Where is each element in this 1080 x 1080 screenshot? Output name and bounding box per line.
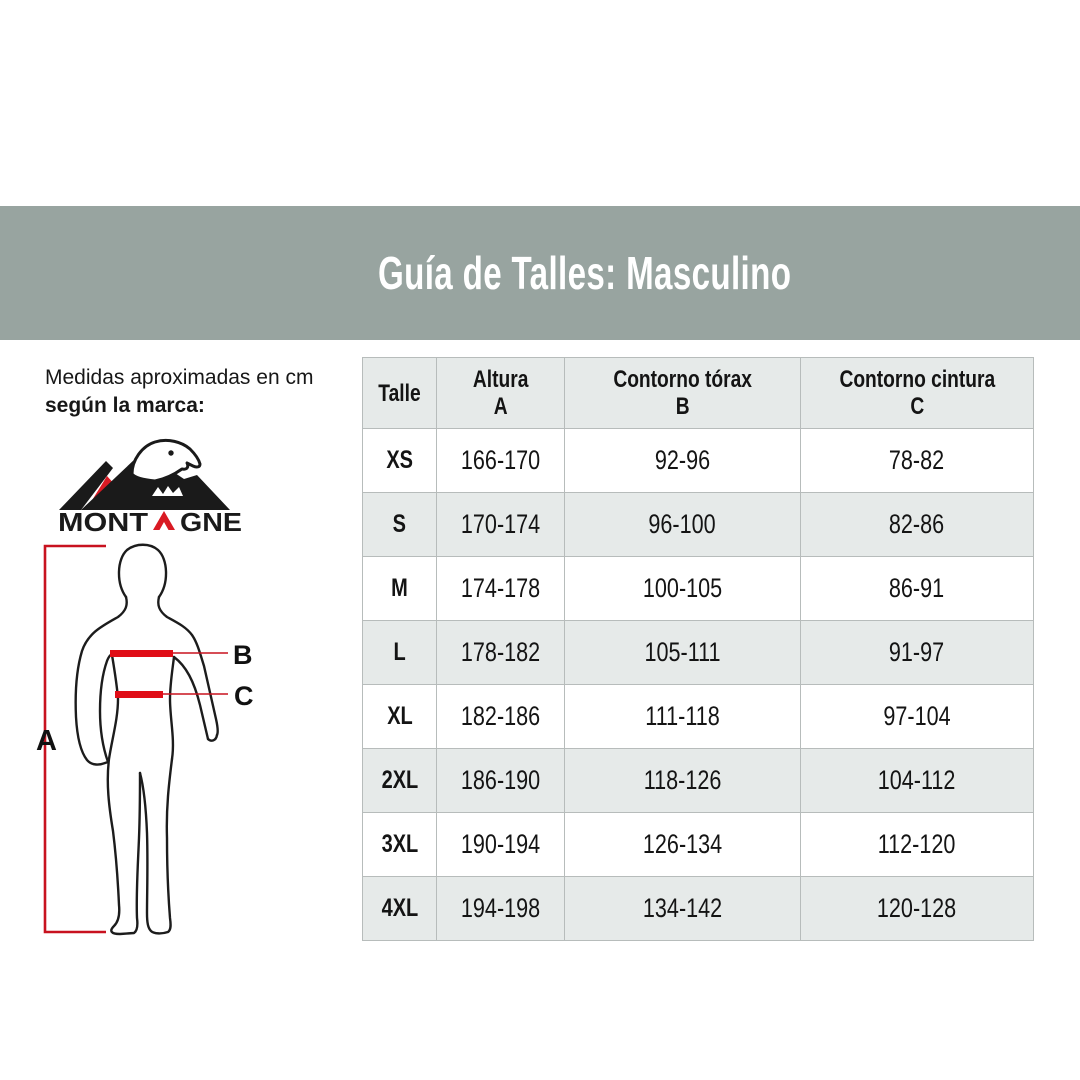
note-line-1: Medidas aproximadas en cm: [45, 366, 314, 389]
col-header-altura: Altura A: [436, 357, 565, 429]
cintura-value: 82-86: [800, 492, 1034, 557]
size-label: L: [362, 620, 437, 685]
wordmark-right: GNE: [180, 507, 242, 534]
altura-value: 174-178: [436, 556, 565, 621]
table-row-2xl: 2XL 186-190 118-126 104-112: [362, 748, 1034, 813]
cintura-value: 91-97: [800, 620, 1034, 685]
cintura-value: 120-128: [800, 876, 1034, 941]
label-C: C: [234, 681, 254, 711]
size-label: S: [362, 492, 437, 557]
size-label: 4XL: [362, 876, 437, 941]
altura-value: 186-190: [436, 748, 565, 813]
measurement-note: Medidas aproximadas en cm según la marca…: [45, 364, 313, 420]
torax-value: 118-126: [564, 748, 801, 813]
cintura-value: 86-91: [800, 556, 1034, 621]
size-table: Talle Altura A Contorno tórax B Contorno c…: [362, 357, 1034, 941]
table-row-l: L 178-182 105-111 91-97: [362, 620, 1034, 685]
label-B: B: [233, 640, 253, 670]
table-row-xs: XS 166-170 92-96 78-82: [362, 428, 1034, 493]
table-row-s: S 170-174 96-100 82-86: [362, 492, 1034, 557]
altura-value: 190-194: [436, 812, 565, 877]
header-row: Talle Altura A Contorno tórax B Contorno c…: [362, 357, 1034, 429]
mountain-eagle-icon: MONT GNE: [58, 438, 242, 537]
page-title: Guía de Talles: Masculino: [377, 247, 792, 299]
size-label: 3XL: [362, 812, 437, 877]
height-bracket: [43, 544, 106, 934]
cintura-value: 112-120: [800, 812, 1034, 877]
table-row-xl: XL 182-186 111-118 97-104: [362, 684, 1034, 749]
note-line-2: según la marca:: [45, 394, 205, 417]
wordmark-left: MONT: [58, 507, 148, 534]
eagle-eye: [168, 450, 174, 456]
title-banner: Guía de Talles: Masculino: [0, 206, 1080, 340]
torax-value: 134-142: [564, 876, 801, 941]
size-label: XL: [362, 684, 437, 749]
altura-value: 170-174: [436, 492, 565, 557]
chest-bar: [110, 650, 173, 657]
body-diagram: A B C: [30, 533, 290, 945]
label-A: A: [36, 725, 57, 757]
altura-value: 166-170: [436, 428, 565, 493]
torax-value: 100-105: [564, 556, 801, 621]
cintura-value: 104-112: [800, 748, 1034, 813]
col-header-cintura: Contorno cintura C: [800, 357, 1034, 429]
size-table-header: Talle Altura A Contorno tórax B Contorno c…: [362, 357, 1034, 429]
table-row-3xl: 3XL 190-194 126-134 112-120: [362, 812, 1034, 877]
cintura-value: 78-82: [800, 428, 1034, 493]
size-label: M: [362, 556, 437, 621]
torax-value: 105-111: [564, 620, 801, 685]
torax-value: 92-96: [564, 428, 801, 493]
wordmark-a-glyph: [153, 511, 175, 530]
torax-value: 96-100: [564, 492, 801, 557]
table-row-m: M 174-178 100-105 86-91: [362, 556, 1034, 621]
torax-value: 126-134: [564, 812, 801, 877]
col-header-talle: Talle: [362, 357, 437, 429]
table-row-4xl: 4XL 194-198 134-142 120-128: [362, 876, 1034, 941]
altura-value: 178-182: [436, 620, 565, 685]
size-label: XS: [362, 428, 437, 493]
cintura-value: 97-104: [800, 684, 1034, 749]
altura-value: 194-198: [436, 876, 565, 941]
waist-bar: [115, 691, 163, 698]
torax-value: 111-118: [564, 684, 801, 749]
size-label: 2XL: [362, 748, 437, 813]
altura-value: 182-186: [436, 684, 565, 749]
montagne-logo: MONT GNE: [56, 434, 246, 537]
col-header-torax: Contorno tórax B: [564, 357, 801, 429]
body-figure-svg: A B C: [36, 543, 254, 936]
